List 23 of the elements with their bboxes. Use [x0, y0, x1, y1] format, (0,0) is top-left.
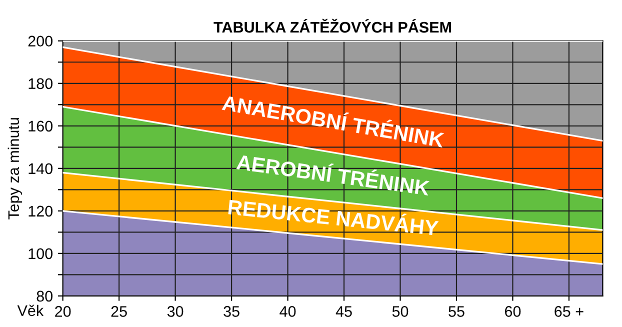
x-tick-label: 35 — [224, 306, 240, 317]
x-tick-label: 40 — [280, 306, 296, 317]
y-axis-title: Tepy za minutu — [8, 118, 22, 220]
x-tick-label: 55 — [448, 306, 464, 317]
y-tick-label: 80 — [36, 290, 53, 302]
x-axis-title: Věk — [17, 304, 44, 316]
chart-title: TABULKA ZÁTĚŽOVÝCH PÁSEM — [214, 18, 451, 33]
x-tick-label: 65 + — [554, 306, 584, 317]
y-tick-label: 180 — [28, 78, 53, 90]
x-tick-label: 60 — [505, 306, 521, 317]
series-label: AEROBNÍ TRÉNINK — [236, 150, 431, 196]
x-tick-label: 25 — [111, 306, 127, 317]
y-tick-label: 160 — [28, 120, 53, 132]
y-tick-label: 100 — [28, 248, 53, 260]
y-tick-label: 200 — [28, 36, 53, 47]
x-tick-label: 20 — [55, 306, 71, 317]
x-tick-label: 50 — [392, 306, 408, 317]
series-label: REDUKCE NADVÁHY — [228, 196, 440, 236]
x-tick-label: 45 — [336, 306, 352, 317]
y-tick-label: 120 — [28, 206, 53, 217]
x-tick-label: 30 — [167, 306, 184, 317]
series-label: ANAEROBNÍ TRÉNINK — [222, 91, 446, 148]
y-tick-label: 140 — [28, 163, 53, 174]
